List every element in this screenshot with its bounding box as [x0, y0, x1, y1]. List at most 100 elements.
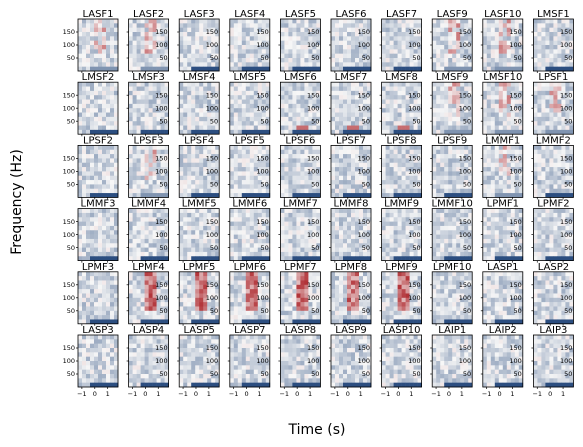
heatmap-cell [514, 53, 520, 59]
heatmap-cell [249, 171, 255, 177]
heatmap-cell [253, 212, 259, 218]
heatmap-cell [557, 167, 562, 172]
heatmap-cell [199, 32, 204, 37]
heatmap-cell [300, 171, 305, 177]
heatmap-cell [183, 129, 188, 135]
heatmap-cell [363, 45, 368, 50]
heatmap-cell [203, 40, 208, 46]
heatmap-cell [444, 208, 449, 214]
heatmap-cell [233, 188, 239, 194]
heatmap-cell [464, 158, 469, 164]
heatmap-cell [106, 82, 111, 87]
heatmap-cell [409, 95, 414, 100]
heatmap-cell [215, 230, 220, 235]
heatmap-cell [245, 171, 251, 177]
heatmap-cell [187, 154, 192, 159]
heatmap-cell [339, 208, 344, 214]
heatmap-cell [456, 230, 461, 235]
heatmap-cell [136, 217, 141, 222]
heatmap-cell [335, 53, 340, 59]
heatmap-cell [541, 188, 546, 194]
heatmap-cell [541, 40, 546, 46]
heatmap-cell [148, 167, 153, 172]
heatmap-cell [456, 251, 461, 257]
heatmap-cell [417, 129, 422, 135]
heatmap-cell [335, 36, 340, 41]
heatmap-cell [343, 66, 348, 72]
heatmap-cell [343, 184, 348, 190]
heatmap-cell [261, 188, 267, 194]
heatmap-cell [533, 45, 538, 50]
heatmap-cell [553, 162, 558, 168]
heatmap-cell [86, 243, 91, 248]
heatmap-cell [148, 171, 153, 177]
heatmap-cell [343, 247, 348, 253]
heatmap-cell [296, 112, 301, 118]
heatmap-cell [452, 256, 457, 261]
heatmap-cell [257, 230, 263, 235]
y-tick-label: 100 [459, 41, 471, 49]
heatmap-cell [316, 217, 321, 222]
heatmap-cell [389, 243, 394, 248]
heatmap-cell [436, 121, 441, 126]
heatmap-cell [144, 36, 149, 41]
heatmap-cell [518, 27, 524, 33]
heatmap-cell [557, 193, 562, 198]
heatmap-cell [195, 158, 200, 164]
heatmap-cell [207, 23, 212, 28]
heatmap-cell [296, 238, 301, 244]
heatmap-cell [518, 180, 524, 185]
heatmap-cell [114, 103, 119, 109]
heatmap-cell [114, 66, 119, 72]
heatmap-cell [510, 125, 516, 131]
heatmap-cell [397, 188, 402, 194]
heatmap-cell [128, 45, 133, 50]
heatmap-cell [355, 45, 360, 50]
heatmap-cell [549, 36, 554, 41]
heatmap-cell [102, 19, 107, 24]
heatmap-cell [128, 230, 133, 235]
heatmap-cell [237, 180, 243, 185]
heatmap-cell [468, 154, 473, 159]
heatmap-cell [565, 116, 570, 122]
heatmap-cell [164, 243, 169, 248]
heatmap-cell [183, 162, 188, 168]
heatmap-cell [533, 49, 538, 54]
heatmap-cell [140, 188, 145, 194]
heatmap-cell [355, 230, 360, 235]
heatmap-cell [215, 129, 220, 135]
heatmap-cell [164, 95, 169, 100]
heatmap-cell [245, 32, 251, 37]
heatmap-cell [249, 158, 255, 164]
heatmap-cell [490, 158, 496, 164]
heatmap-cell [114, 23, 119, 28]
heatmap-cell [98, 171, 103, 177]
heatmap-cell [132, 23, 137, 28]
heatmap-cell [385, 40, 390, 46]
heatmap-cell [249, 108, 255, 113]
heatmap-cell [432, 27, 437, 33]
heatmap-cell [128, 212, 133, 218]
y-tick-label: 150 [256, 155, 268, 163]
panel-title: LMSF10 [483, 72, 522, 83]
heatmap-cell [553, 108, 558, 113]
heatmap-cell [432, 247, 437, 253]
heatmap-cell [280, 53, 285, 59]
heatmap-cell [292, 99, 297, 105]
heatmap-cell [296, 129, 301, 135]
heatmap-cell [183, 171, 188, 177]
heatmap-cell [312, 184, 317, 190]
heatmap-cell [347, 45, 352, 50]
heatmap-cell [144, 32, 149, 37]
heatmap-cell [312, 243, 317, 248]
heatmap-cell [316, 154, 321, 159]
heatmap-cell [537, 129, 542, 135]
heatmap-cell [136, 125, 141, 131]
heatmap-cell [367, 66, 372, 72]
heatmap-cell [304, 180, 309, 185]
heatmap-cell [405, 221, 410, 227]
heatmap-cell [498, 180, 504, 185]
heatmap-cell [393, 145, 398, 151]
heatmap-cell [549, 154, 554, 159]
heatmap-cell [78, 40, 83, 46]
